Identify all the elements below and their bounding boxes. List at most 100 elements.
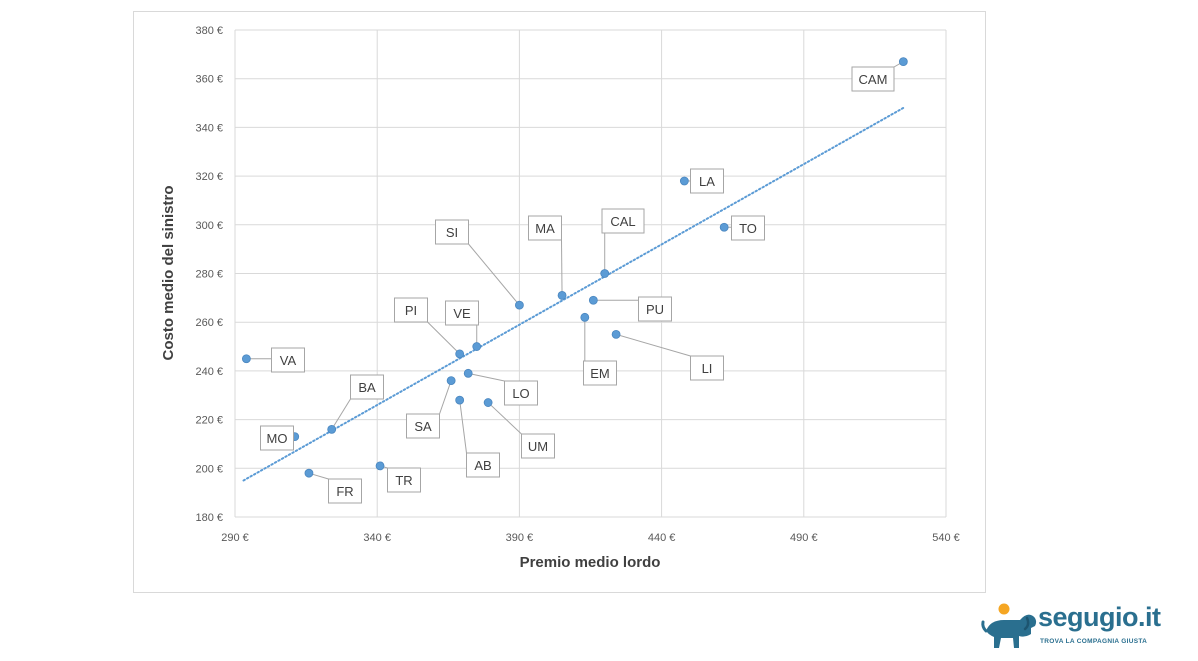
- leader-lines: [246, 61, 904, 480]
- data-point: [557, 291, 567, 300]
- data-label-box: [445, 300, 479, 326]
- data-label: VA: [280, 353, 297, 368]
- data-point: [898, 57, 908, 67]
- data-label: TO: [739, 221, 757, 236]
- data-label: MO: [267, 431, 288, 446]
- data-label: FR: [336, 484, 353, 499]
- y-tick-label: 180 €: [195, 512, 223, 524]
- data-label-box: [690, 355, 724, 381]
- data-label-box: [601, 208, 645, 234]
- y-axis-title: Costo medio del sinistro: [160, 185, 177, 360]
- x-tick-label: 540 €: [932, 532, 960, 544]
- x-tick-labels: 290 € 340 € 390 € 440 € 490 € 540 €: [221, 532, 960, 544]
- dog-logo-icon: [981, 603, 1037, 648]
- data-label: TR: [395, 473, 412, 488]
- y-tick-label: 380 €: [195, 25, 223, 37]
- data-point: [472, 342, 482, 351]
- data-label-box: [387, 467, 421, 493]
- leader-line: [468, 372, 505, 382]
- y-tick-label: 340 €: [195, 122, 223, 134]
- data-label: VE: [453, 306, 471, 321]
- x-tick-label: 390 €: [506, 532, 534, 544]
- data-labels: VA MO FR BA TR SA PI AB LO VE UM SI MA EM PU CAL LI LA TO C…: [260, 66, 895, 504]
- leader-line: [459, 400, 467, 454]
- data-label: BA: [358, 380, 376, 395]
- brand-logo: segugio.it TROVA LA COMPAGNIA GIUSTA: [980, 598, 1180, 654]
- y-tick-label: 240 €: [195, 366, 223, 378]
- leader-line: [331, 398, 351, 430]
- data-point: [304, 468, 314, 478]
- data-label-box: [731, 215, 765, 241]
- data-point: [483, 398, 493, 407]
- y-tick-label: 360 €: [195, 74, 223, 86]
- leader-line: [487, 402, 522, 435]
- data-label-box: [271, 347, 305, 373]
- leader-line: [468, 243, 520, 306]
- leader-line: [427, 321, 461, 355]
- x-tick-label: 490 €: [790, 532, 818, 544]
- chart-frame: 180 € 200 € 220 € 240 € 260 € 280 € 300 € 320 €…: [133, 11, 986, 593]
- data-point: [719, 222, 729, 232]
- x-tick-label: 340 €: [363, 532, 391, 544]
- data-point: [611, 329, 621, 339]
- data-label: MA: [535, 221, 555, 236]
- data-label: SI: [446, 225, 458, 240]
- data-label-box: [350, 374, 384, 400]
- data-point: [600, 269, 610, 278]
- data-point: [455, 395, 465, 405]
- data-point: [588, 295, 598, 305]
- y-tick-label: 220 €: [195, 415, 223, 427]
- data-point: [463, 368, 473, 378]
- data-point: [455, 349, 465, 359]
- data-label: LA: [699, 174, 715, 189]
- x-tick-label: 440 €: [648, 532, 676, 544]
- data-label-box: [851, 66, 895, 92]
- data-label-box: [328, 478, 362, 504]
- data-label: SA: [414, 419, 432, 434]
- data-label-box: [394, 297, 428, 323]
- y-tick-label: 320 €: [195, 171, 223, 183]
- data-point: [446, 376, 456, 386]
- leader-line: [561, 239, 563, 296]
- data-label-box: [690, 168, 724, 194]
- data-point: [580, 312, 590, 322]
- data-label: LI: [702, 361, 713, 376]
- data-label-box: [406, 413, 440, 439]
- grid-lines: [234, 29, 947, 518]
- data-label: UM: [528, 439, 548, 454]
- data-label: AB: [474, 458, 491, 473]
- data-label-box: [260, 425, 294, 451]
- scatter-chart: 180 € 200 € 220 € 240 € 260 € 280 € 300 € 320 €…: [160, 25, 960, 571]
- data-label-box: [638, 296, 672, 322]
- y-tick-label: 300 €: [195, 220, 223, 232]
- data-point: [375, 461, 385, 471]
- y-tick-labels: 180 € 200 € 220 € 240 € 260 € 280 € 300 € 320 €…: [195, 25, 223, 524]
- data-label-box: [583, 360, 617, 386]
- data-label-box: [528, 215, 562, 241]
- data-label: LO: [512, 386, 529, 401]
- data-label-box: [521, 433, 555, 459]
- data-label: CAL: [610, 214, 635, 229]
- data-label-box: [435, 219, 469, 245]
- leader-line: [615, 333, 691, 357]
- x-tick-label: 290 €: [221, 532, 249, 544]
- brand-name: segugio.it: [1038, 602, 1161, 632]
- data-points: [241, 57, 908, 478]
- data-label: PI: [405, 303, 417, 318]
- data-label-box: [504, 380, 538, 406]
- data-label: CAM: [859, 72, 888, 87]
- y-tick-label: 280 €: [195, 269, 223, 281]
- data-label: EM: [590, 366, 610, 381]
- y-tick-label: 200 €: [195, 463, 223, 475]
- data-point: [514, 300, 524, 310]
- data-point: [241, 354, 251, 364]
- y-tick-label: 260 €: [195, 317, 223, 329]
- x-axis-title: Premio medio lordo: [520, 554, 661, 571]
- brand-tagline: TROVA LA COMPAGNIA GIUSTA: [1040, 638, 1148, 645]
- data-label: PU: [646, 302, 664, 317]
- data-point: [327, 424, 337, 434]
- trend-line: [242, 106, 905, 482]
- data-point: [679, 176, 689, 186]
- leader-line: [439, 380, 452, 415]
- data-label-box: [466, 452, 500, 478]
